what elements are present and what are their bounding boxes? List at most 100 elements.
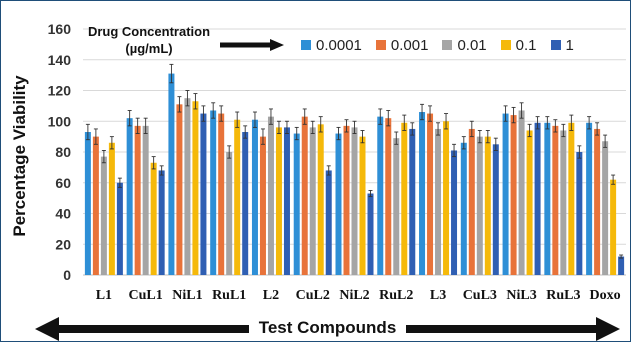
y-tick-label: 60: [55, 175, 71, 191]
bar-CuL2-0.001: [301, 116, 308, 275]
bars: [84, 73, 625, 276]
y-tick-label: 120: [48, 83, 72, 99]
bar-L2-0.001: [259, 136, 266, 275]
bar-NiL3-0.0001: [502, 113, 509, 275]
x-axis-title-text: Test Compounds: [248, 318, 407, 337]
legend-label-1: 0.001: [390, 36, 429, 54]
bar-RuL2-0.01: [393, 138, 400, 275]
bar-Doxo-0.01: [602, 141, 609, 275]
bar-RuL3-0.01: [560, 130, 567, 275]
bar-Doxo-0.1: [610, 179, 617, 275]
legend-label-3: 0.1: [515, 36, 537, 54]
bar-RuL1-0.01: [226, 152, 233, 275]
bar-NiL2-0.01: [351, 127, 358, 276]
bar-RuL2-0.0001: [377, 116, 384, 275]
bar-L3-0.0001: [419, 112, 426, 276]
bar-L3-0.001: [427, 113, 434, 275]
y-tick-label: 40: [55, 206, 71, 222]
legend-title: Drug Concentration (µg/mL): [85, 23, 213, 57]
bar-RuL1-0.001: [218, 113, 225, 275]
bar-L1-0.1: [108, 142, 115, 275]
bar-NiL1-0.1: [192, 101, 199, 275]
bar-NiL2-0.1: [359, 136, 366, 275]
bar-CuL2-0.0001: [293, 133, 300, 275]
bar-CuL3-0.0001: [460, 142, 467, 275]
bar-L1-0.01: [100, 156, 107, 275]
legend-item-1: 0.001: [375, 36, 429, 54]
legend-item-4: 1: [550, 37, 574, 54]
y-tick-label: 20: [55, 236, 71, 252]
bar-RuL1-0.1: [234, 119, 241, 276]
bar-L3-0.1: [443, 121, 450, 275]
bar-L3-1: [451, 150, 458, 275]
bar-CuL2-0.1: [317, 124, 324, 275]
x-tick-label-Doxo: Doxo: [590, 288, 621, 303]
right-arrow-icon: [220, 39, 284, 51]
bar-CuL3-0.01: [476, 136, 483, 275]
bar-NiL2-0.001: [343, 125, 350, 275]
bar-CuL2-1: [325, 170, 332, 275]
bar-L2-1: [283, 127, 290, 276]
x-tick-label-RuL3: RuL3: [546, 288, 580, 303]
bar-CuL3-0.1: [484, 136, 491, 275]
legend-swatch-4: [550, 40, 561, 50]
x-tick-label-L1: L1: [96, 288, 112, 303]
y-tick-label: 140: [48, 52, 72, 68]
legend-label-0: 0.0001: [316, 36, 362, 54]
bar-CuL1-1: [158, 170, 165, 275]
bar-NiL2-1: [367, 193, 374, 275]
x-tick-label-NiL3: NiL3: [506, 288, 536, 303]
x-tick-label-NiL2: NiL2: [339, 288, 369, 303]
legend-title-line-1: Drug Concentration: [87, 24, 211, 39]
bar-NiL1-0.0001: [168, 73, 175, 276]
bar-RuL1-1: [242, 132, 249, 275]
bar-L1-0.001: [92, 136, 99, 275]
bar-NiL3-0.001: [510, 115, 517, 275]
bar-NiL2-0.0001: [335, 133, 342, 275]
x-tick-label-NiL1: NiL1: [172, 288, 202, 303]
bar-CuL1-0.01: [142, 125, 149, 275]
x-tick-label-L2: L2: [263, 288, 279, 303]
legend-item-0: 0.0001: [301, 37, 362, 54]
bar-L3-0.01: [435, 128, 442, 275]
bar-L1-0.0001: [84, 132, 91, 275]
bar-NiL3-1: [534, 122, 541, 275]
bar-RuL3-0.1: [568, 122, 575, 275]
x-tick-label-L3: L3: [430, 288, 446, 303]
bar-NiL3-0.01: [518, 110, 525, 275]
legend-title-line-2: (µg/mL): [125, 41, 173, 56]
bar-RuL3-0.0001: [544, 122, 551, 275]
bar-RuL2-0.001: [385, 118, 392, 275]
legend-swatch-0: [301, 40, 311, 50]
y-tick-label: 160: [48, 21, 72, 37]
y-axis-title: Percentage Viability: [7, 41, 33, 271]
bar-NiL1-0.001: [176, 104, 183, 276]
bar-CuL3-0.001: [468, 128, 475, 275]
bar-CuL1-0.001: [134, 125, 141, 275]
bar-L2-0.0001: [251, 119, 258, 276]
bar-L1-1: [116, 182, 123, 275]
bar-RuL2-0.1: [401, 122, 408, 275]
y-tick-label: 80: [55, 144, 71, 160]
y-axis-title-text: Percentage Viability: [10, 75, 29, 237]
bar-RuL1-0.0001: [210, 110, 217, 275]
y-tick-labels: 0 20 40 60 80 100 120 140 160: [48, 21, 72, 283]
bar-Doxo-0.0001: [586, 122, 593, 275]
bar-CuL1-0.1: [150, 162, 157, 275]
y-tick-label: 100: [48, 113, 72, 129]
x-tick-label-CuL2: CuL2: [296, 288, 330, 303]
bar-RuL3-0.001: [552, 125, 559, 275]
bar-L2-0.01: [267, 116, 274, 275]
bar-NiL1-0.01: [184, 98, 191, 275]
x-tick-labels: L1 CuL1 NiL1 RuL1 L2 CuL2 NiL2 RuL2 L3 CuL3 NiL3 Ru…: [96, 288, 621, 303]
legend-swatch-3: [500, 40, 511, 50]
error-bars: [85, 63, 624, 259]
legend: 0.0001 0.001 0.01 0.1 1: [301, 35, 588, 55]
legend-item-2: 0.01: [442, 36, 487, 54]
legend-label-2: 0.01: [457, 36, 487, 54]
legend-swatch-2: [442, 40, 453, 50]
y-tick-label: 0: [63, 267, 71, 283]
x-tick-label-RuL2: RuL2: [379, 288, 413, 303]
